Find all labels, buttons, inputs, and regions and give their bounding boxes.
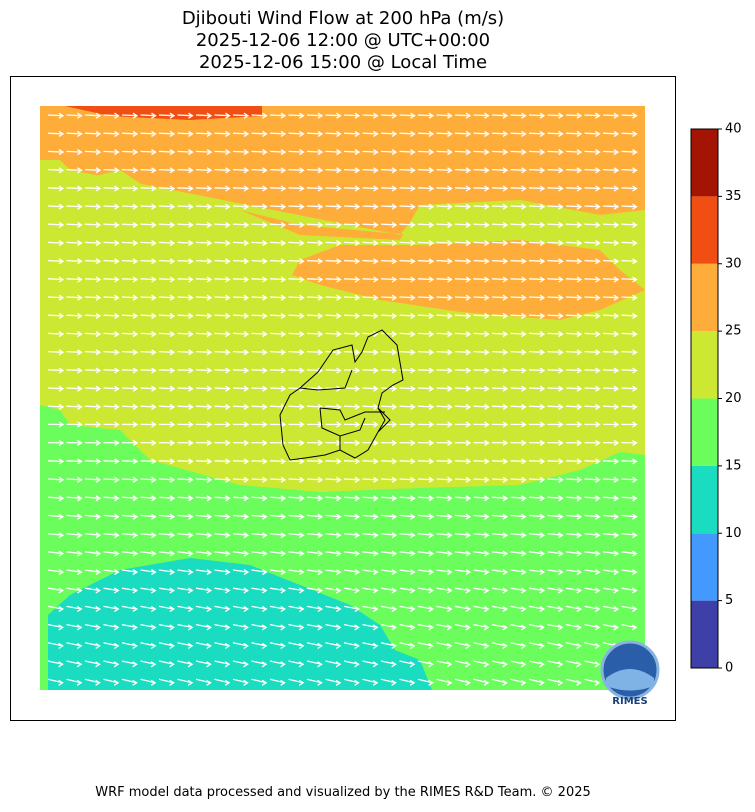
colorbar: 0 5 10 15 20 25 30 35 40 (690, 122, 742, 676)
colorbar-tick-label: 20 (725, 391, 742, 406)
logo-wave (606, 669, 654, 691)
colorbar-segment (691, 263, 718, 332)
wind-arrows (47, 112, 638, 686)
colorbar-segment (691, 465, 718, 534)
region-10-15 (48, 558, 432, 690)
colorbar-tick-label: 15 (725, 458, 742, 473)
footer: WRF model data processed and visualized … (95, 785, 591, 800)
colorbar-tick-label: 25 (725, 324, 742, 339)
region-30-35 (65, 106, 262, 120)
colorbar-tick-label: 30 (725, 256, 742, 271)
region-20-25 (45, 165, 645, 245)
colorbar-segment (691, 129, 718, 197)
title-line: Djibouti Wind Flow at 200 hPa (m/s) (182, 8, 504, 29)
colorbar-segment (691, 331, 718, 399)
colorbar-segment (691, 196, 718, 264)
region-25-30 (40, 106, 645, 245)
colorbar-tick-label: 0 (725, 661, 733, 676)
colorbar-tick-label: 35 (725, 189, 742, 204)
colorbar-tick-label: 40 (725, 122, 742, 137)
map: RIMES (40, 106, 660, 707)
logo-text: RIMES (612, 696, 647, 707)
colorbar-segment (691, 533, 718, 601)
djibouti-border (279, 329, 404, 461)
title-line: 2025-12-06 12:00 @ UTC+00:00 (196, 30, 490, 51)
title-line: 2025-12-06 15:00 @ Local Time (199, 52, 487, 73)
colorbar-segment (691, 600, 718, 668)
colorbar-segment (691, 398, 718, 466)
colorbar-tick-label: 10 (725, 526, 742, 541)
colorbar-tick-label: 5 (725, 593, 733, 608)
